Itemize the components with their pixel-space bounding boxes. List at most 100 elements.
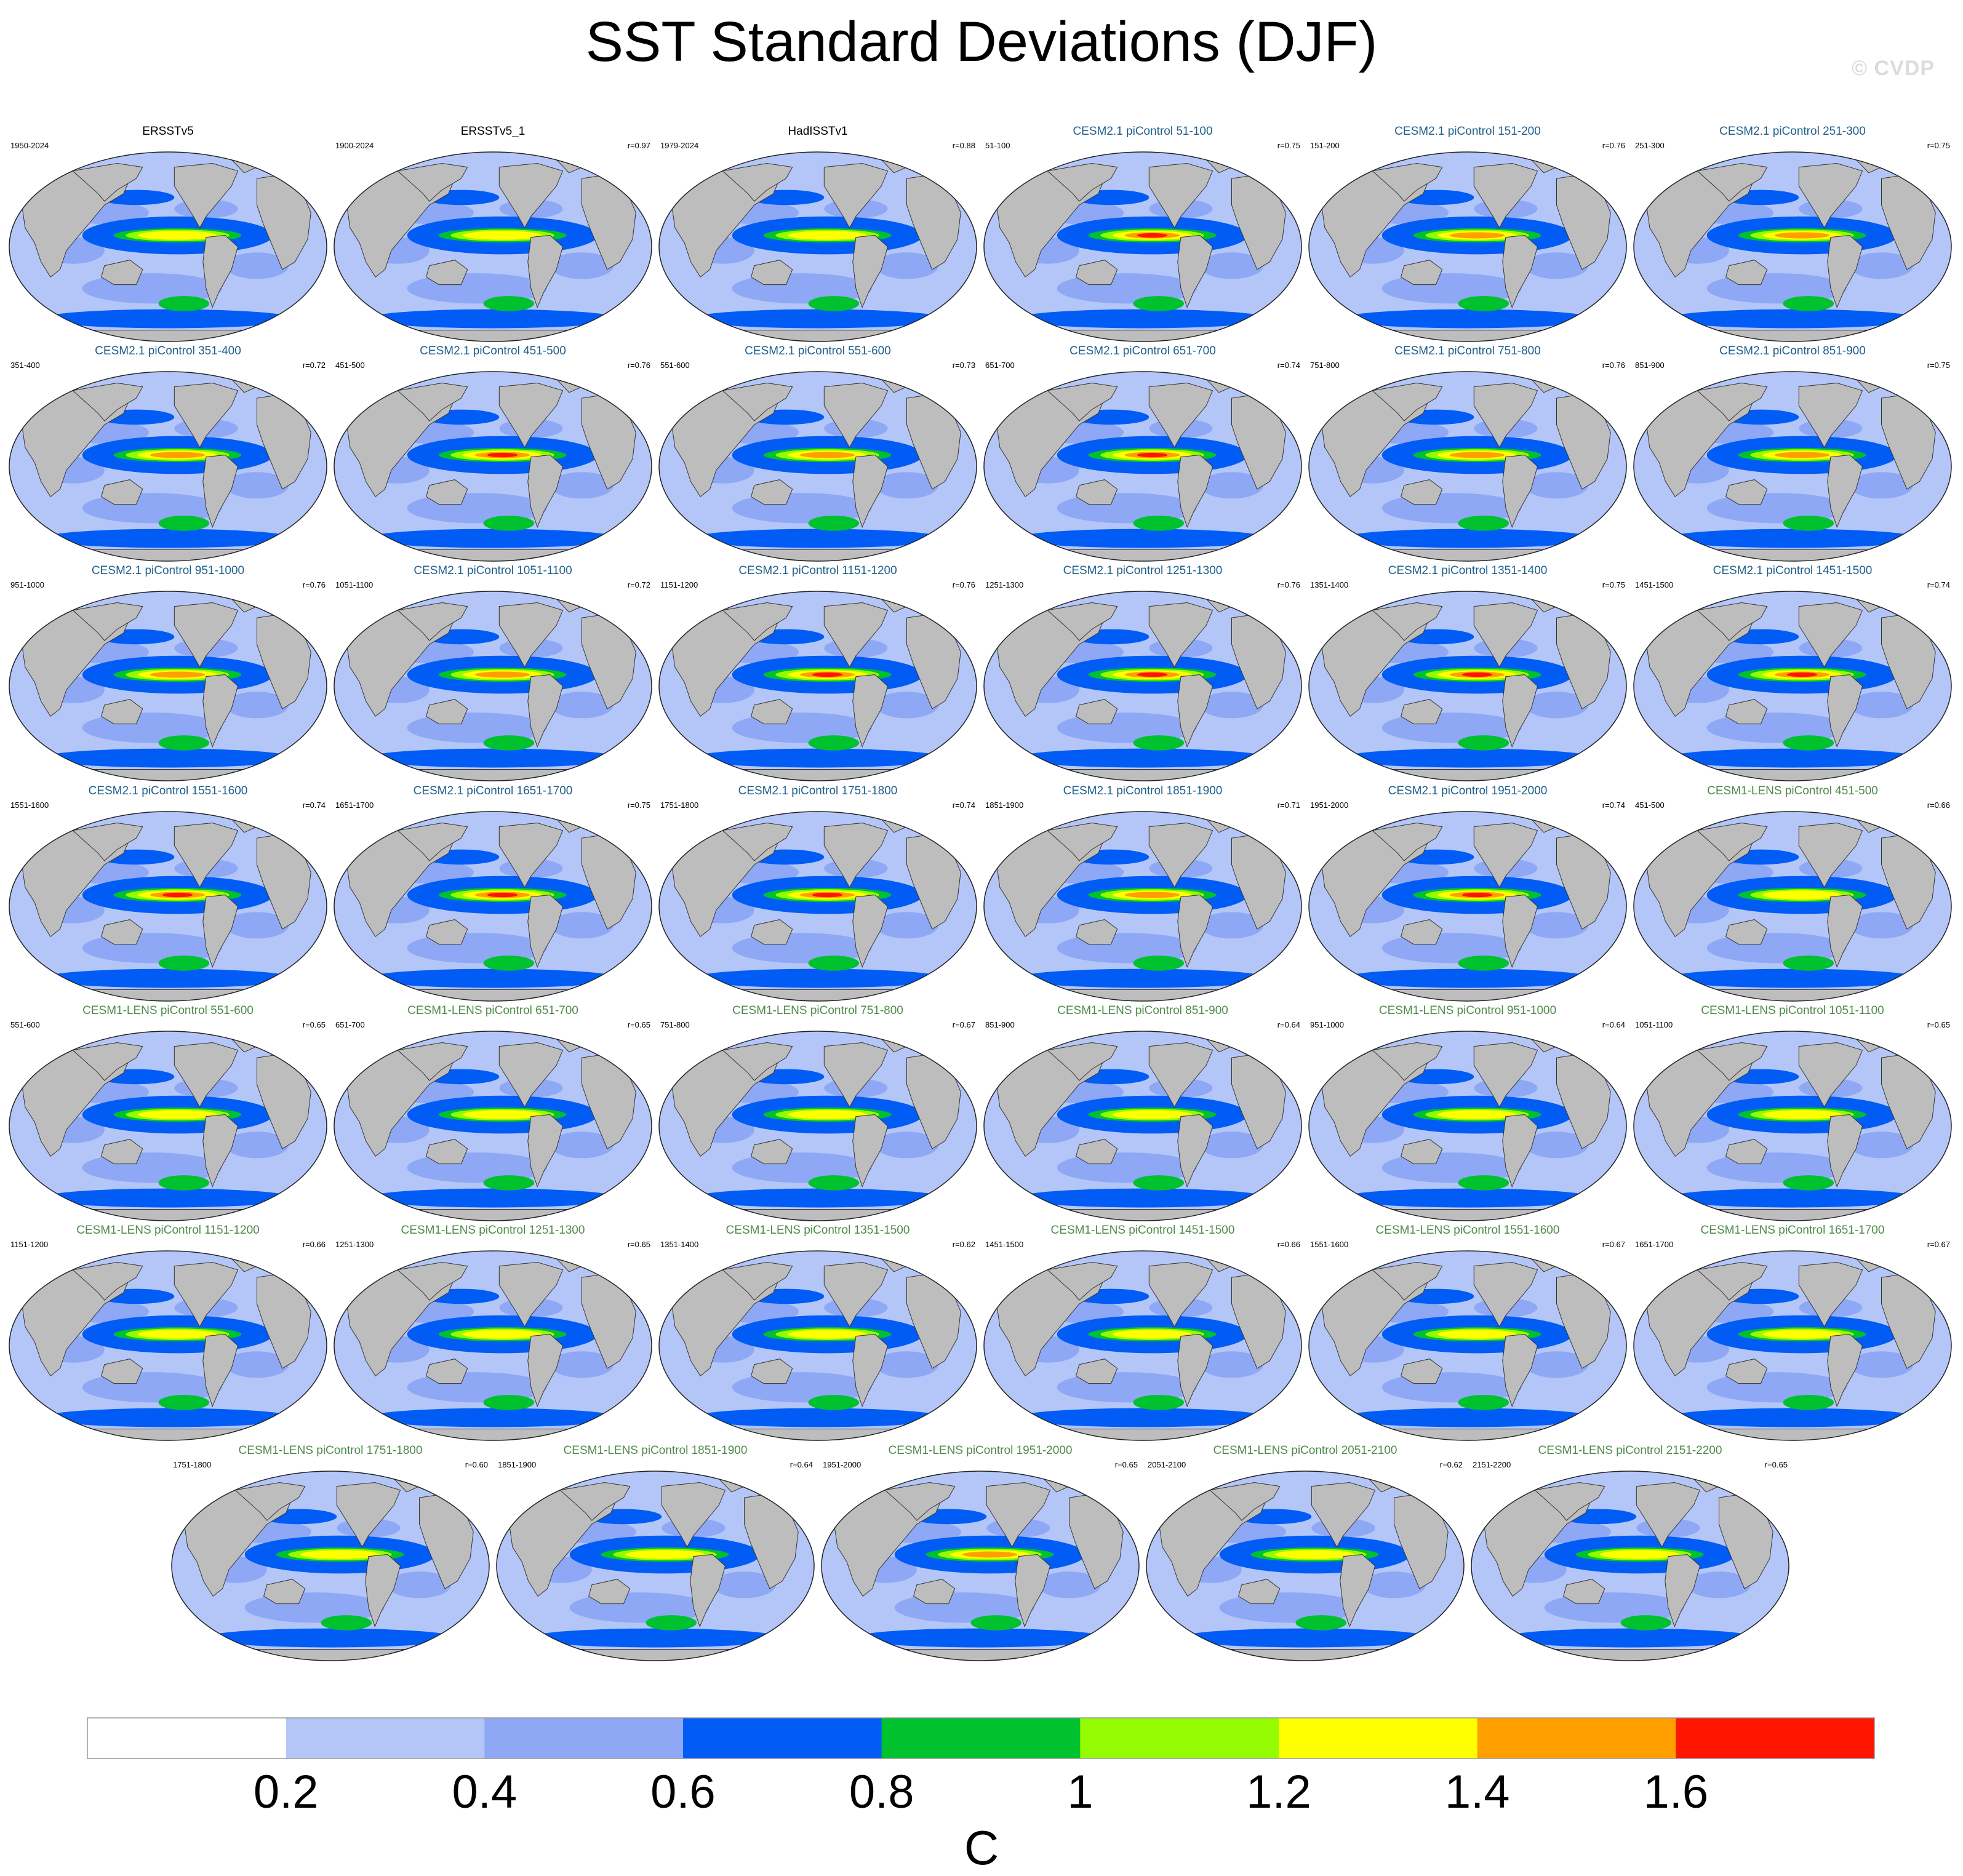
panel-title: CESM1-LENS piControl 1051-1100: [1701, 1004, 1884, 1017]
land-mass: [751, 699, 793, 725]
land-mass: [1827, 894, 1863, 968]
land-mass: [1697, 602, 1768, 641]
enso-tongue-band: [138, 231, 217, 240]
panel-correlation: r=0.64: [1277, 1020, 1300, 1029]
enso-tongue-band: [1449, 452, 1505, 458]
variability-patch: [225, 1132, 289, 1159]
land-mass: [527, 894, 564, 968]
variability-patch: [1687, 1571, 1751, 1599]
southern-ocean-patch: [158, 1395, 210, 1410]
land-mass: [1798, 1042, 1863, 1108]
panel-years: 651-700: [335, 1020, 365, 1029]
antarctica: [1324, 1209, 1612, 1221]
map-panel: CESM2.1 piControl 1551-1600 1551-1600 r=0.…: [9, 784, 327, 1002]
land-mass: [1177, 894, 1213, 968]
variability-patch: [874, 692, 939, 719]
map-panel: ERSSTv5 1950-2024: [9, 125, 327, 342]
land-mass: [722, 822, 793, 861]
panel-correlation: r=0.67: [1927, 1240, 1950, 1249]
land-mass: [527, 234, 564, 309]
southern-ocean-band: [1015, 309, 1270, 329]
map-panel: CESM2.1 piControl 351-400 351-400 r=0.72: [9, 345, 327, 562]
map-panel: CESM2.1 piControl 1951-2000 1951-2000 r=0.…: [1308, 784, 1627, 1002]
map-outline: [334, 371, 652, 562]
panel-correlation: r=0.76: [1277, 580, 1300, 589]
map-panel: CESM1-LENS piControl 1751-1800 1751-1800 r…: [171, 1444, 490, 1661]
southern-ocean-band: [203, 1628, 458, 1648]
map-panel: CESM2.1 piControl 1351-1400 1351-1400 r=0.…: [1308, 564, 1627, 781]
panel-years: 851-900: [985, 1020, 1015, 1029]
land-mass: [426, 479, 468, 505]
map-outline: [1308, 371, 1627, 562]
panel-years: 1151-1200: [10, 1240, 48, 1249]
land-mass: [365, 1554, 401, 1628]
southern-ocean-patch: [158, 296, 210, 311]
antarctica: [1324, 1429, 1612, 1440]
antarctica: [1324, 989, 1612, 1001]
land-mass: [498, 162, 564, 229]
variability-patch: [1849, 252, 1914, 279]
southern-ocean-patch: [483, 296, 535, 311]
panel-correlation: r=0.88: [953, 141, 975, 150]
land-mass: [1827, 674, 1863, 748]
land-mass: [1798, 822, 1863, 888]
map-panel: CESM2.1 piControl 1651-1700 1651-1700 r=0.…: [334, 784, 652, 1002]
land-mass: [397, 602, 468, 641]
panel-years: 2151-2200: [1473, 1460, 1511, 1469]
southern-ocean-patch: [970, 1615, 1022, 1631]
colorbar: 0.2 0.4 0.6 0.8 1 1.2 1.4 1.6 C: [0, 1710, 1963, 1875]
southern-ocean-band: [1665, 309, 1920, 329]
antarctica: [1324, 769, 1612, 781]
land-mass: [202, 674, 239, 748]
panel-correlation: r=0.76: [953, 580, 975, 589]
map-outline: [821, 1471, 1140, 1661]
panel-years: 451-500: [1635, 800, 1665, 810]
land-mass: [1372, 822, 1443, 861]
land-mass: [397, 1261, 468, 1301]
variability-patch: [874, 912, 939, 939]
land-mass: [1725, 479, 1768, 505]
land-mass: [1372, 1042, 1443, 1081]
antarctica: [999, 330, 1287, 341]
map-panel: CESM1-LENS piControl 1851-1900 1851-1900 r…: [496, 1444, 815, 1661]
variability-patch: [1037, 1571, 1101, 1599]
southern-ocean-patch: [158, 516, 210, 531]
variability-patch: [1524, 692, 1589, 719]
southern-ocean-band: [690, 748, 945, 768]
panel-years: 1251-1300: [335, 1240, 374, 1249]
panel-years: 1351-1400: [660, 1240, 698, 1249]
variability-patch: [1524, 1132, 1589, 1159]
land-mass: [1502, 1333, 1538, 1408]
southern-ocean-patch: [808, 1395, 860, 1410]
watermark: © CVDP: [1852, 57, 1935, 80]
antarctica: [674, 1209, 962, 1221]
map-panel: CESM1-LENS piControl 751-800 751-800 r=0.6…: [658, 1004, 977, 1221]
land-mass: [1076, 699, 1118, 725]
southern-ocean-patch: [1133, 735, 1185, 751]
variability-patch: [225, 252, 289, 279]
land-mass: [1148, 162, 1213, 229]
variability-patch: [1524, 1351, 1589, 1378]
map-panel: CESM2.1 piControl 51-100 51-100 r=0.75: [983, 125, 1302, 342]
variability-patch: [1524, 252, 1589, 279]
land-mass: [527, 1333, 564, 1408]
map-panel: CESM2.1 piControl 651-700 651-700 r=0.74: [983, 345, 1302, 562]
colorbar-swatch: [1279, 1718, 1478, 1758]
antarctica: [836, 1649, 1124, 1661]
map-outline: [334, 1250, 652, 1441]
land-mass: [174, 822, 239, 888]
panel-years: 651-700: [985, 361, 1015, 370]
panel-correlation: r=0.76: [1602, 361, 1625, 370]
southern-ocean-band: [41, 1188, 295, 1208]
colorbar-swatch: [484, 1718, 684, 1758]
southern-ocean-band: [41, 309, 295, 329]
panel-title: CESM1-LENS piControl 1451-1500: [1051, 1224, 1235, 1237]
panel-years: 451-500: [335, 361, 365, 370]
land-mass: [1047, 382, 1118, 421]
panel-title: CESM1-LENS piControl 1351-1500: [726, 1224, 910, 1237]
panel-years: 1900-2024: [335, 141, 374, 150]
panel-title: CESM2.1 piControl 651-700: [1069, 345, 1216, 357]
southern-ocean-patch: [1458, 1175, 1509, 1191]
land-mass: [722, 382, 793, 421]
enso-tongue-band: [487, 892, 518, 898]
